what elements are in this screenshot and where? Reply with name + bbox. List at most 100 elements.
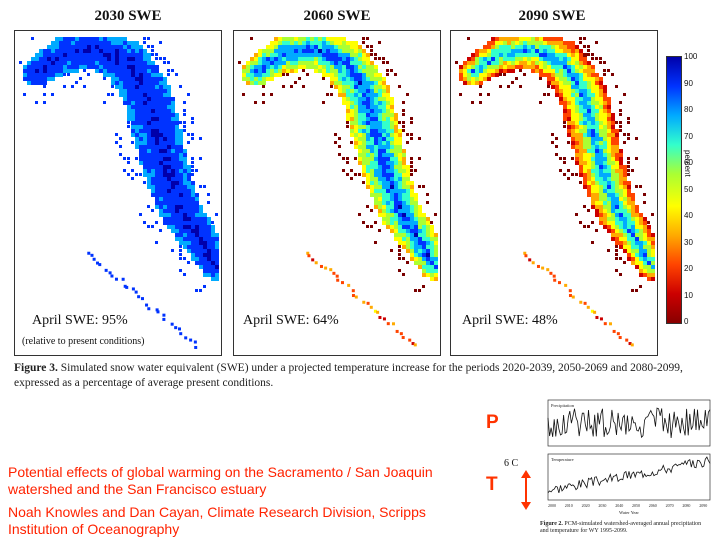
snow-cell — [390, 213, 394, 217]
snow-cell — [410, 117, 413, 120]
snow-cell — [382, 137, 386, 141]
snow-cell — [139, 173, 142, 176]
figure3-caption: Figure 3. Simulated snow water equivalen… — [14, 361, 704, 391]
snow-cell — [370, 165, 374, 169]
snow-cell — [563, 77, 567, 81]
snow-cell — [563, 161, 566, 164]
snow-cell — [322, 53, 326, 57]
snow-cell — [179, 257, 182, 260]
snow-cell — [603, 221, 607, 225]
snow-cell — [599, 133, 603, 137]
snow-cell — [515, 57, 519, 61]
snow-cell — [406, 205, 410, 209]
snow-cell — [567, 97, 571, 101]
snow-cell — [83, 37, 87, 41]
snow-cell — [467, 81, 471, 85]
snow-cell — [559, 49, 563, 53]
snow-cell — [607, 121, 611, 125]
snow-cell — [358, 173, 361, 176]
snow-cell — [623, 237, 627, 241]
snow-cell — [390, 69, 393, 72]
snow-cell — [575, 145, 579, 149]
snow-cell — [575, 97, 579, 101]
snow-cell — [599, 101, 603, 105]
colorbar-tick: 100 — [684, 52, 698, 61]
snow-cell — [583, 133, 587, 137]
snow-cell — [370, 69, 374, 73]
snow-cell — [362, 161, 366, 165]
snow-cell — [591, 157, 595, 161]
snow-cell — [390, 217, 394, 221]
snow-cell — [290, 37, 294, 41]
snow-cell — [286, 65, 290, 69]
snow-cell — [123, 101, 127, 105]
snow-cell — [175, 129, 179, 133]
snow-cell — [370, 121, 374, 125]
snow-cell — [647, 229, 651, 233]
snow-cell — [426, 261, 430, 265]
snow-cell — [354, 109, 358, 113]
snow-cell — [623, 185, 627, 189]
snow-cell — [627, 249, 631, 253]
fig2-x-tick: 2050 — [632, 503, 640, 508]
snow-cell — [651, 237, 655, 241]
snow-cell — [386, 145, 390, 149]
snow-cell — [43, 101, 46, 104]
snow-cell — [587, 49, 590, 52]
snow-cell — [163, 57, 166, 60]
swe-label-2060: April SWE: 64% — [241, 313, 341, 329]
snow-cell — [587, 117, 591, 121]
snow-cell — [167, 93, 171, 97]
snow-cell — [583, 141, 587, 145]
snow-cell — [167, 193, 171, 197]
snow-cell — [559, 69, 563, 73]
snow-cell — [350, 57, 354, 61]
snow-cell — [430, 257, 434, 261]
snow-cell — [207, 217, 211, 221]
snow-cell — [575, 53, 579, 57]
snow-cell — [211, 229, 215, 233]
snow-cell — [583, 165, 587, 169]
snow-cell — [599, 153, 603, 157]
snow-cell — [410, 213, 414, 217]
snow-cell — [575, 173, 578, 176]
snow-cell — [519, 65, 523, 69]
snow-cell — [135, 97, 139, 101]
snow-cell — [511, 53, 515, 57]
snow-cell — [211, 265, 215, 269]
snow-cell — [406, 261, 409, 264]
snow-cell — [571, 145, 575, 149]
snow-cell — [394, 209, 398, 213]
snow-cell — [135, 133, 139, 137]
map-panel-2090 — [450, 30, 658, 356]
snow-cell — [163, 121, 167, 125]
snow-cell — [67, 45, 71, 49]
snow-cell — [187, 229, 191, 233]
snow-cell — [651, 273, 655, 277]
snow-cell — [535, 57, 539, 61]
snow-cell — [270, 49, 274, 53]
snow-cell — [107, 41, 111, 45]
snow-cell — [631, 229, 635, 233]
fig2-x-tick: 2060 — [649, 503, 657, 508]
snow-cell — [535, 65, 539, 69]
snow-cell — [183, 109, 186, 112]
snow-cell — [607, 173, 611, 177]
snow-cell — [282, 65, 286, 69]
snow-cell — [187, 209, 191, 213]
snow-cell — [430, 233, 434, 237]
snow-cell — [346, 41, 350, 45]
snow-cell — [603, 145, 607, 149]
snow-cell — [410, 221, 414, 225]
snow-cell — [607, 133, 611, 137]
snow-cell — [147, 141, 151, 145]
snow-cell — [131, 125, 135, 129]
snow-cell — [410, 245, 414, 249]
snow-cell — [155, 77, 159, 81]
snow-cell — [183, 213, 187, 217]
snow-cell — [619, 189, 623, 193]
snow-cell — [147, 225, 150, 228]
snow-cell — [567, 77, 571, 81]
snow-cell — [571, 157, 574, 160]
snow-cell — [179, 269, 182, 272]
